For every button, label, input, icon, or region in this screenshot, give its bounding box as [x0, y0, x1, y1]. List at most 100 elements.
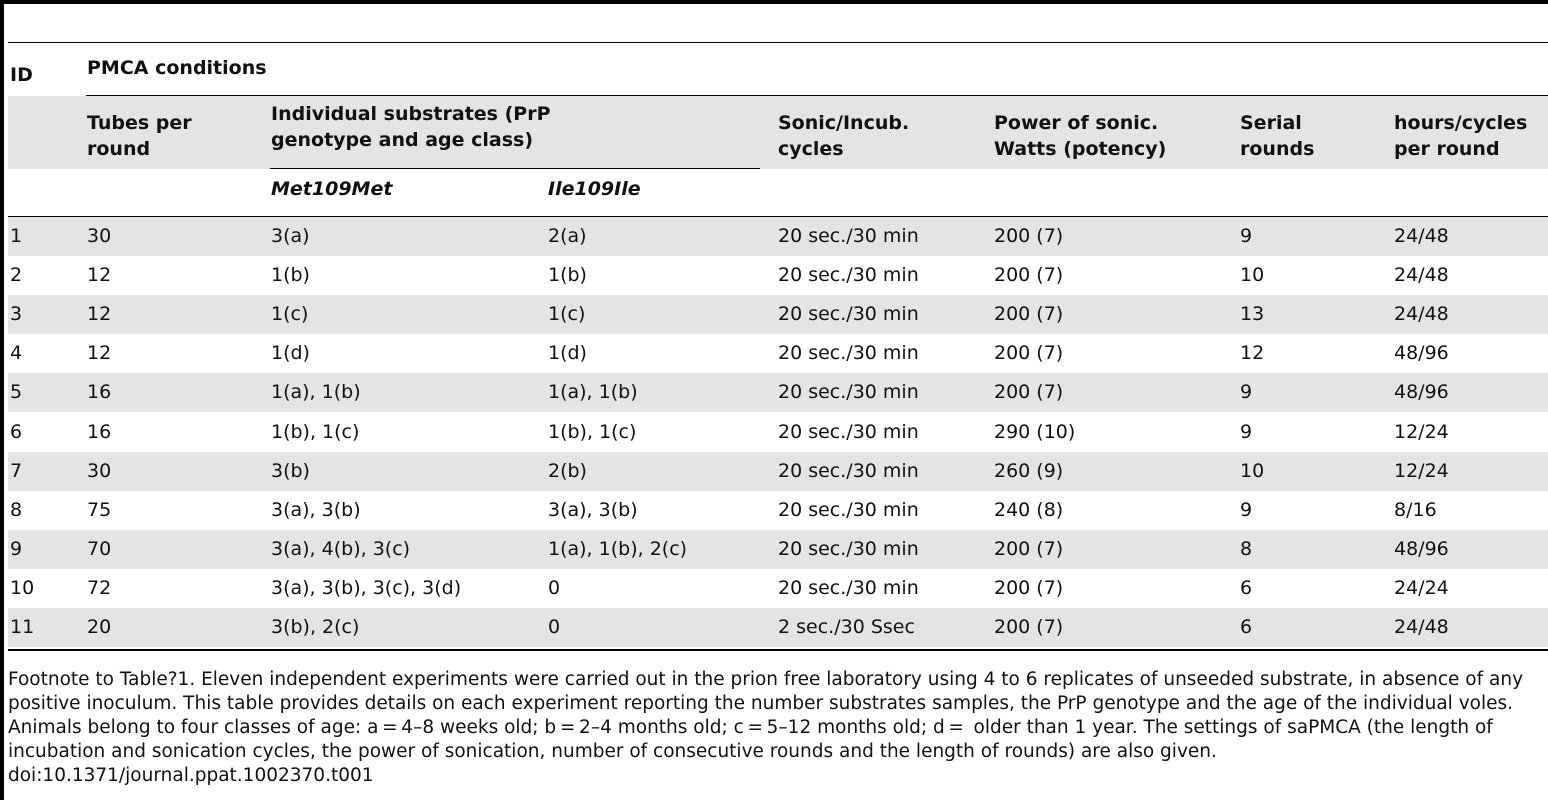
- row-shading: [8, 451, 1548, 491]
- cell-tubes: 16: [87, 381, 112, 404]
- cell-hours: 24/48: [1394, 264, 1449, 287]
- cell-tubes: 16: [87, 420, 112, 443]
- cell-ile: 3(a), 3(b): [548, 498, 638, 521]
- cell-power: 200 (7): [994, 264, 1064, 287]
- cell-ile: 2(b): [548, 459, 587, 482]
- cell-met: 1(a), 1(b): [271, 381, 361, 404]
- cell-met: 3(a): [271, 225, 310, 247]
- cell-power: 240 (8): [994, 498, 1064, 521]
- cell-tubes: 12: [87, 264, 112, 287]
- header-sonic-2: cycles: [778, 138, 844, 160]
- cell-serial: 6: [1240, 616, 1253, 638]
- doi-text: doi:10.1371/journal.ppat.1002370.t001: [8, 765, 374, 786]
- cell-sonic: 20 sec./30 min: [778, 498, 919, 521]
- cell-serial: 9: [1240, 225, 1253, 247]
- cell-power: 200 (7): [994, 537, 1064, 560]
- cell-id: 5: [10, 381, 23, 404]
- cell-hours: 48/96: [1394, 381, 1449, 404]
- cell-hours: 24/48: [1394, 303, 1449, 326]
- header-id: ID: [10, 64, 33, 86]
- cell-serial: 9: [1240, 381, 1253, 404]
- cell-id: 6: [10, 420, 23, 443]
- cell-sonic: 20 sec./30 min: [778, 537, 919, 560]
- header-hours-2: per round: [1394, 138, 1500, 160]
- header-tubes-1: Tubes per: [87, 112, 192, 134]
- header-shading: [8, 96, 1548, 169]
- row-shading: [8, 373, 1548, 413]
- cell-sonic: 20 sec./30 min: [778, 225, 919, 247]
- cell-ile: 1(a), 1(b), 2(c): [548, 537, 688, 560]
- cell-power: 200 (7): [994, 303, 1064, 326]
- cell-sonic: 20 sec./30 min: [778, 303, 919, 326]
- cell-sonic: 20 sec./30 min: [778, 381, 919, 404]
- cell-sonic: 20 sec./30 min: [778, 264, 919, 287]
- cell-sonic: 20 sec./30 min: [778, 576, 919, 599]
- cell-tubes: 72: [87, 576, 112, 599]
- row-shading: [8, 217, 1548, 256]
- table-bottom-rule: [8, 649, 1548, 651]
- substrates-rule: [270, 168, 760, 169]
- cell-id: 2: [10, 264, 23, 287]
- cell-met: 3(b), 2(c): [271, 616, 360, 638]
- cell-ile: 1(d): [548, 342, 587, 365]
- left-border: [0, 0, 4, 800]
- cell-tubes: 30: [87, 459, 112, 482]
- header-serial-2: rounds: [1240, 138, 1315, 160]
- pmca-rule: [86, 95, 1548, 96]
- header-power-2: Watts (potency): [994, 138, 1167, 160]
- cell-serial: 10: [1240, 459, 1265, 482]
- header-tubes-2: round: [87, 138, 151, 160]
- footnote-text: Footnote to Table?1. Eleven independent …: [8, 669, 1524, 762]
- cell-hours: 12/24: [1394, 459, 1449, 482]
- cell-id: 11: [10, 616, 35, 638]
- cell-ile: 0: [548, 616, 561, 638]
- header-sonic-1: Sonic/Incub.: [778, 112, 910, 134]
- cell-hours: 24/48: [1394, 616, 1449, 638]
- cell-hours: 24/24: [1394, 576, 1449, 599]
- cell-ile: 1(c): [548, 303, 586, 326]
- cell-sonic: 20 sec./30 min: [778, 342, 919, 365]
- header-power-1: Power of sonic.: [994, 112, 1159, 134]
- cell-id: 4: [10, 342, 23, 365]
- cell-ile: 0: [548, 576, 561, 599]
- cell-serial: 12: [1240, 342, 1265, 365]
- cell-id: 9: [10, 537, 23, 560]
- row-shading: [8, 608, 1548, 647]
- header-serial-1: Serial: [1240, 112, 1302, 134]
- cell-met: 1(c): [271, 303, 309, 326]
- cell-id: 8: [10, 498, 23, 521]
- cell-sonic: 2 sec./30 Ssec: [778, 616, 915, 638]
- cell-met: 1(b), 1(c): [271, 420, 360, 443]
- cell-met: 3(a), 3(b), 3(c), 3(d): [271, 576, 462, 599]
- cell-power: 260 (9): [994, 459, 1064, 482]
- cell-ile: 1(a), 1(b): [548, 381, 638, 404]
- cell-met: 3(a), 3(b): [271, 498, 361, 521]
- cell-hours: 12/24: [1394, 420, 1449, 443]
- header-substrates-2: genotype and age class): [271, 129, 534, 151]
- cell-tubes: 70: [87, 537, 112, 560]
- table-top-rule: [8, 42, 1548, 43]
- cell-hours: 48/96: [1394, 342, 1449, 365]
- cell-power: 200 (7): [994, 225, 1064, 247]
- footnote-block: Footnote to Table?1. Eleven independent …: [8, 668, 1548, 788]
- cell-sonic: 20 sec./30 min: [778, 420, 919, 443]
- cell-met: 1(d): [271, 342, 310, 365]
- cell-met: 1(b): [271, 264, 310, 287]
- cell-hours: 8/16: [1394, 498, 1437, 521]
- top-border: [0, 0, 1548, 4]
- cell-power: 200 (7): [994, 576, 1064, 599]
- cell-serial: 10: [1240, 264, 1265, 287]
- cell-ile: 2(a): [548, 225, 587, 247]
- cell-tubes: 12: [87, 342, 112, 365]
- cell-serial: 9: [1240, 498, 1253, 521]
- cell-tubes: 20: [87, 616, 112, 638]
- cell-power: 200 (7): [994, 342, 1064, 365]
- header-bottom-rule: [8, 216, 1548, 217]
- cell-ile: 1(b): [548, 264, 587, 287]
- cell-met: 3(b): [271, 459, 310, 482]
- cell-hours: 24/48: [1394, 225, 1449, 247]
- cell-id: 1: [10, 225, 23, 247]
- header-pmca: PMCA conditions: [87, 57, 267, 79]
- cell-id: 3: [10, 303, 23, 326]
- header-ile109ile: Ile109Ile: [548, 178, 641, 200]
